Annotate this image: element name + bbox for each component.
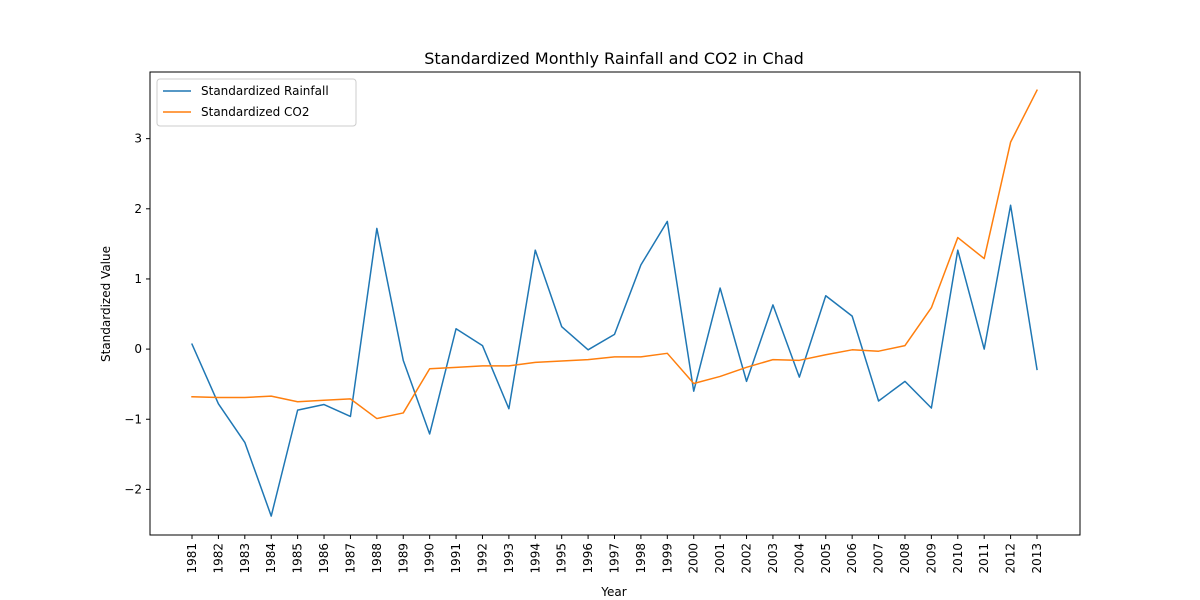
legend-label-0: Standardized Rainfall bbox=[201, 84, 329, 98]
x-tick-label: 2004 bbox=[792, 543, 806, 574]
x-tick-label: 1987 bbox=[343, 543, 357, 574]
x-tick-label: 2012 bbox=[1004, 543, 1018, 574]
x-tick-label: 1982 bbox=[211, 543, 225, 574]
chart-title: Standardized Monthly Rainfall and CO2 in… bbox=[424, 49, 804, 68]
x-tick-label: 1988 bbox=[370, 543, 384, 574]
x-tick-label: 2000 bbox=[687, 543, 701, 574]
y-tick-label: 2 bbox=[134, 202, 142, 216]
y-tick-label: 3 bbox=[134, 132, 142, 146]
x-tick-label: 1989 bbox=[396, 543, 410, 574]
x-tick-label: 1995 bbox=[555, 543, 569, 574]
x-tick-label: 2007 bbox=[872, 543, 886, 574]
y-tick-label: −2 bbox=[124, 482, 142, 496]
x-tick-label: 2010 bbox=[951, 543, 965, 574]
x-tick-label: 1990 bbox=[423, 543, 437, 574]
legend: Standardized Rainfall Standardized CO2 bbox=[156, 78, 357, 127]
x-tick-label: 2008 bbox=[898, 543, 912, 574]
x-tick-label: 1996 bbox=[581, 543, 595, 574]
x-tick-label: 1997 bbox=[608, 543, 622, 574]
y-axis-label: Standardized Value bbox=[99, 246, 113, 362]
x-tick-label: 1985 bbox=[291, 543, 305, 574]
x-tick-label: 2002 bbox=[740, 543, 754, 574]
x-tick-label: 1992 bbox=[475, 543, 489, 574]
x-tick-label: 1986 bbox=[317, 543, 331, 574]
x-tick-label: 1994 bbox=[528, 543, 542, 574]
plot-area: −2 −1 0 1 2 3 1981 1982 1983 1984 1985 1986 1987 1988… bbox=[124, 71, 1081, 574]
x-tick-label: 2009 bbox=[924, 543, 938, 574]
x-tick-label: 2005 bbox=[819, 543, 833, 574]
x-tick-label: 1993 bbox=[502, 543, 516, 574]
x-tick-label: 2011 bbox=[977, 543, 991, 574]
y-tick-label: 0 bbox=[134, 342, 142, 356]
y-tick-label: −1 bbox=[124, 412, 142, 426]
legend-label-1: Standardized CO2 bbox=[201, 105, 310, 119]
x-tick-label: 2003 bbox=[766, 543, 780, 574]
x-tick-label: 1983 bbox=[238, 543, 252, 574]
x-tick-label: 1981 bbox=[185, 543, 199, 574]
x-tick-label: 1998 bbox=[634, 543, 648, 574]
x-tick-label: 1999 bbox=[660, 543, 674, 574]
x-axis-label: Year bbox=[600, 585, 626, 599]
legend-box bbox=[156, 78, 357, 127]
x-tick-label: 2013 bbox=[1030, 543, 1044, 574]
x-tick-label: 2001 bbox=[713, 543, 727, 574]
x-tick-label: 2006 bbox=[845, 543, 859, 574]
x-tick-label: 1984 bbox=[264, 543, 278, 574]
y-tick-label: 1 bbox=[134, 272, 142, 286]
x-tick-label: 1991 bbox=[449, 543, 463, 574]
